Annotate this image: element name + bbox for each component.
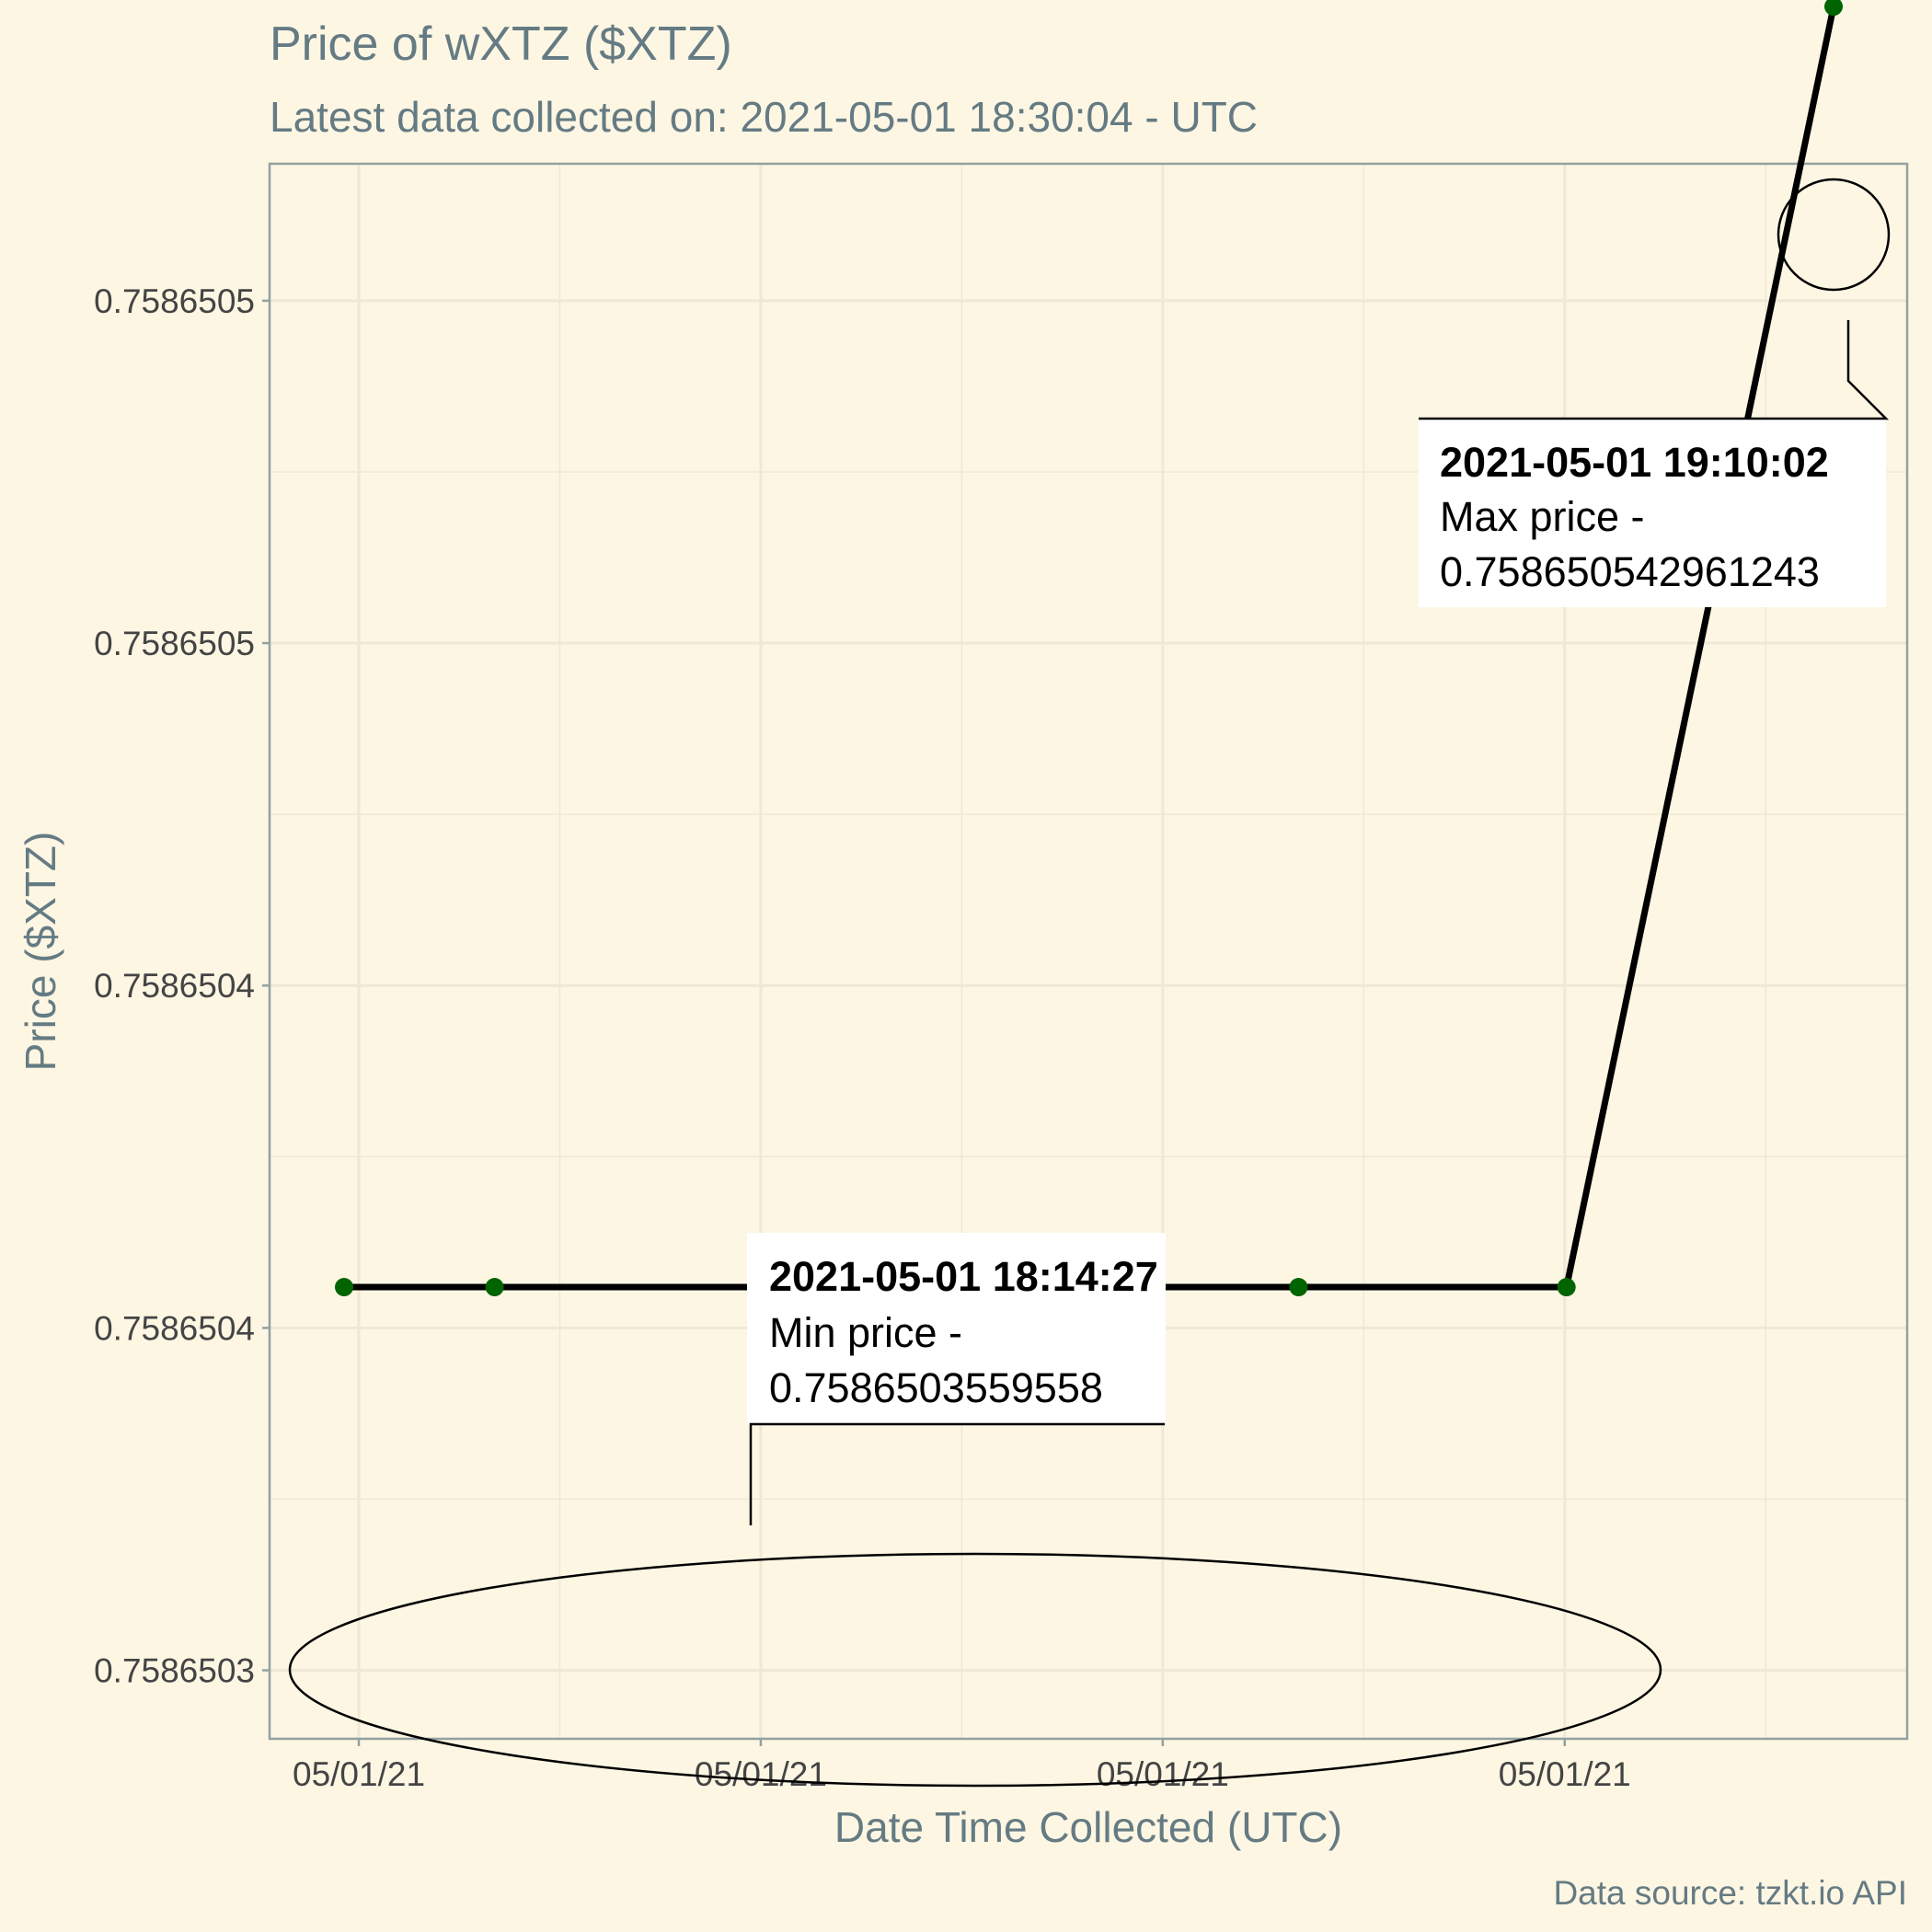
min-annotation-value: 0.7586503559558 [769,1364,1103,1411]
data-source-caption: Data source: tzkt.io API [1553,1874,1907,1912]
data-point [1557,1278,1576,1297]
y-tick-label: 0.7586505 [94,625,255,662]
max-annotation-value: 0.758650542961243 [1440,548,1820,595]
x-tick-label: 05/01/21 [293,1755,425,1793]
x-tick-label: 05/01/21 [1499,1755,1631,1793]
data-point [1824,0,1843,17]
max-annotation: 2021-05-01 19:10:02 Max price - 0.758650… [1419,320,1890,607]
max-annotation-box [1419,419,1886,607]
data-point [485,1278,504,1297]
max-annotation-time: 2021-05-01 19:10:02 [1440,439,1829,486]
max-annotation-connector [1419,320,1890,420]
price-series-line [344,6,1837,1291]
x-tick-label: 05/01/21 [1097,1755,1229,1793]
max-annotation-circle [1777,178,1891,292]
plot-border [268,162,1909,1741]
grid-lines [270,164,1907,1739]
chart-subtitle: Latest data collected on: 2021-05-01 18:… [270,93,1258,141]
min-annotation-time: 2021-05-01 18:14:27 [769,1253,1158,1300]
y-tick-label: 0.7586505 [94,282,255,320]
x-axis-ticks: 05/01/21 05/01/21 05/01/21 05/01/21 [293,1739,1631,1793]
y-tick-label: 0.7586504 [94,967,255,1005]
min-annotation-label: Min price - [769,1309,962,1356]
chart-title: Price of wXTZ ($XTZ) [270,17,732,71]
x-axis-title: Date Time Collected (UTC) [834,1803,1342,1851]
min-annotation-connector [749,1422,1165,1525]
data-point [335,1278,353,1297]
data-point [1289,1278,1308,1297]
max-annotation-label: Max price - [1440,493,1645,540]
y-tick-label: 0.7586504 [94,1309,255,1347]
min-annotation-ellipse [288,1552,1662,1788]
price-points [335,0,1843,1297]
min-annotation-box [747,1233,1166,1424]
y-axis-ticks: 0.7586503 0.7586504 0.7586504 0.7586505 0.75… [94,282,270,1690]
plot-panel [270,164,1907,1739]
y-tick-label: 0.7586503 [94,1652,255,1690]
y-axis-title: Price ($XTZ) [17,832,64,1072]
x-tick-label: 05/01/21 [695,1755,827,1793]
min-annotation: 2021-05-01 18:14:27 Min price - 0.758650… [747,1233,1166,1525]
